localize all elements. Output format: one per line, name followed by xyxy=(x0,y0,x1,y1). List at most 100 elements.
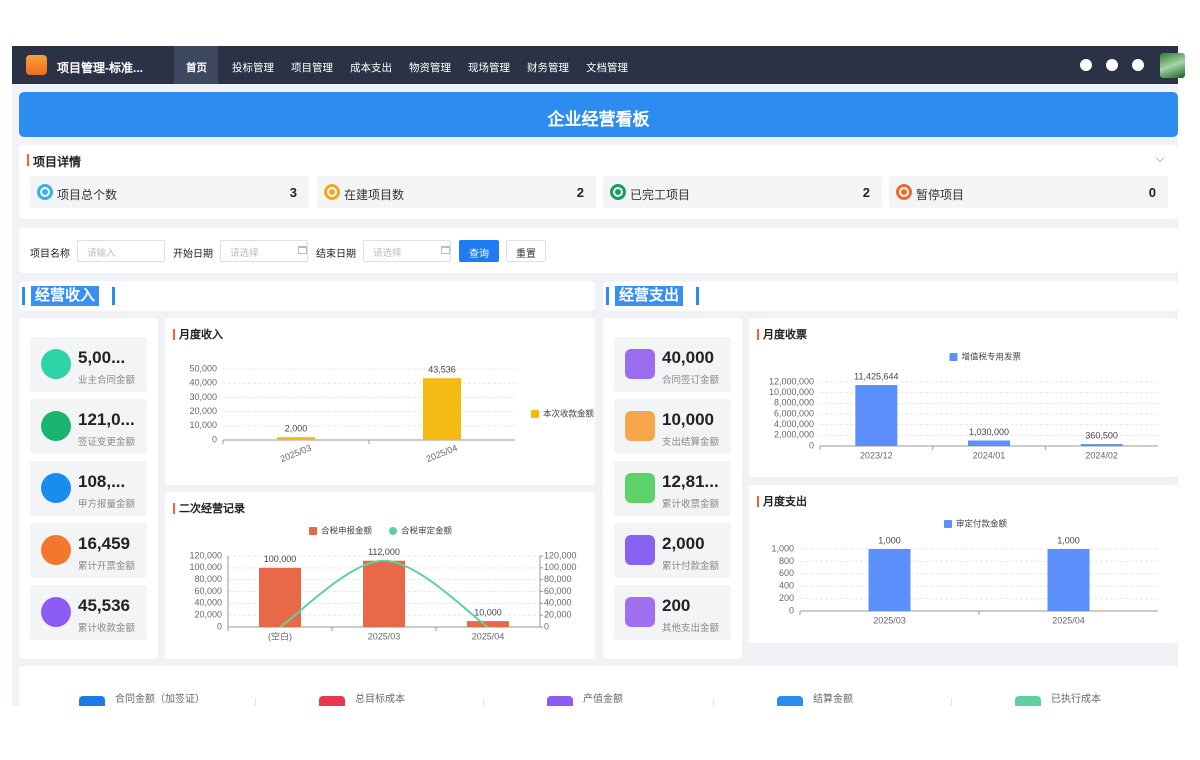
calendar-icon xyxy=(298,246,307,254)
chart-title: 月度收票 xyxy=(762,327,807,341)
reset-button[interactable] xyxy=(506,240,546,262)
summary-divider xyxy=(483,698,484,706)
summary-card: 合同金额（加签证） 总目标成本 产值金额 结算金额 已执行成本 xyxy=(19,666,1178,706)
nav-icon[interactable] xyxy=(1080,59,1092,71)
y-tick-label: 200 xyxy=(779,593,794,603)
nav-item[interactable]: 成本支出 xyxy=(350,62,392,74)
chart-title-bar xyxy=(173,503,175,514)
stat-box xyxy=(317,176,596,208)
bar xyxy=(1047,549,1090,611)
nav-item[interactable]: 首页 xyxy=(186,62,207,74)
summary-label: 产值金额 xyxy=(583,694,623,705)
legend-label: 增值税专用发票 xyxy=(962,351,1022,361)
avatar[interactable] xyxy=(1160,53,1185,78)
nav-icon[interactable] xyxy=(1132,59,1144,71)
summary-divider xyxy=(255,698,256,706)
chart-title-bar xyxy=(173,329,175,340)
y2-tick-label: 40,000 xyxy=(544,598,572,608)
nav-item[interactable]: 财务管理 xyxy=(527,62,569,74)
bar xyxy=(423,378,461,440)
bar xyxy=(868,549,911,611)
y-tick-label: 40,000 xyxy=(189,378,217,388)
x-tick-label: 2025/03 xyxy=(873,615,906,625)
kpi-value: 5,00... xyxy=(78,348,126,367)
kpi-label: 其他支出金额 xyxy=(662,623,720,634)
nav-item[interactable]: 现场管理 xyxy=(468,62,510,74)
bar xyxy=(363,560,405,627)
nav-icon[interactable] xyxy=(1106,59,1118,71)
bar xyxy=(968,440,1010,446)
chart: 月度收入 0 10,000 20,000 30,000 40,000 50,000 2025/… xyxy=(165,318,595,485)
value-label: 11,425,644 xyxy=(854,371,898,381)
kpi-icon xyxy=(41,473,71,503)
value-label: 43,536 xyxy=(428,365,456,375)
filter-input[interactable] xyxy=(220,240,308,262)
kpi-label: 甲方报量金额 xyxy=(78,499,136,510)
legend-label: 合税审定金额 xyxy=(401,525,453,535)
legend-swatch xyxy=(944,520,952,528)
y-tick-label: 50,000 xyxy=(189,363,217,373)
stat-label: 暂停项目 xyxy=(916,188,965,202)
value-label: 360,500 xyxy=(1085,430,1118,440)
value-label: 10,000 xyxy=(474,607,502,617)
legend-label: 审定付款金额 xyxy=(956,518,1008,528)
kpi-label: 支出结算金额 xyxy=(662,437,720,448)
section-title: 经营支出 xyxy=(615,286,684,306)
section-bar xyxy=(112,287,115,305)
kpi-icon xyxy=(41,411,71,441)
kpi-label: 合同签订金额 xyxy=(662,375,720,386)
kpi-label: 业主合同金额 xyxy=(78,375,136,386)
banner xyxy=(19,92,1178,137)
y-tick-label: 20,000 xyxy=(189,406,217,416)
y-tick-label: 4,000,000 xyxy=(774,419,814,429)
filter-label: 结束日期 xyxy=(316,249,356,260)
nav-active-bg xyxy=(174,46,218,84)
stat-icon xyxy=(896,184,912,200)
y2-tick-label: 120,000 xyxy=(544,550,577,560)
kpi-value: 45,536 xyxy=(78,596,130,615)
kpi-label: 累计收票金额 xyxy=(662,499,720,510)
nav-item[interactable]: 投标管理 xyxy=(232,62,274,74)
filter-input[interactable] xyxy=(77,240,165,262)
kpi-icon xyxy=(625,349,655,379)
y-tick-label: 600 xyxy=(779,568,794,578)
x-tick-label: 2025/04 xyxy=(425,443,459,464)
kpi-label: 累计付款金额 xyxy=(662,561,720,572)
kpi-label: 签证变更金额 xyxy=(78,437,136,448)
filter-input[interactable] xyxy=(363,240,451,262)
summary-divider xyxy=(951,698,952,706)
legend-swatch xyxy=(949,353,958,361)
search-button-text[interactable]: 查询 xyxy=(469,249,489,260)
x-tick-label: 2024/01 xyxy=(973,450,1006,460)
summary-label: 合同金额（加签证） xyxy=(115,694,205,705)
bar xyxy=(855,385,898,446)
y-tick-label: 40,000 xyxy=(194,598,222,608)
summary-divider xyxy=(713,698,714,706)
y2-tick-label: 20,000 xyxy=(544,610,572,620)
nav-item[interactable]: 物资管理 xyxy=(409,62,451,74)
section-bar xyxy=(606,287,609,305)
value-label: 1,000 xyxy=(878,535,901,545)
search-button[interactable] xyxy=(459,240,499,262)
summary-icon xyxy=(319,696,345,706)
kpi-icon xyxy=(41,349,71,379)
reset-button-text[interactable]: 重置 xyxy=(516,249,536,260)
y-tick-label: 6,000,000 xyxy=(774,408,814,418)
summary-label: 总目标成本 xyxy=(355,694,405,705)
y2-tick-label: 100,000 xyxy=(544,562,577,572)
x-tick-label: 2025/04 xyxy=(1052,615,1085,625)
y-tick-label: 1,000 xyxy=(771,543,794,553)
chart: 月度支出 0 200 400 600 800 1,000 2025/03 2025/04 1,00… xyxy=(749,485,1178,643)
x-tick-label: (空白) xyxy=(268,630,292,641)
nav-item[interactable]: 项目管理 xyxy=(291,62,333,74)
stat-box xyxy=(603,176,882,208)
brand-icon xyxy=(26,55,47,75)
stat-box xyxy=(889,176,1168,208)
summary-label: 结算金额 xyxy=(813,694,853,705)
legend-swatch xyxy=(531,410,539,418)
section-title: 经营收入 xyxy=(31,286,100,306)
bar xyxy=(467,621,509,627)
nav-item[interactable]: 文档管理 xyxy=(586,62,628,74)
legend-label: 合税申报金额 xyxy=(321,525,373,535)
y-tick-label: 80,000 xyxy=(194,574,222,584)
